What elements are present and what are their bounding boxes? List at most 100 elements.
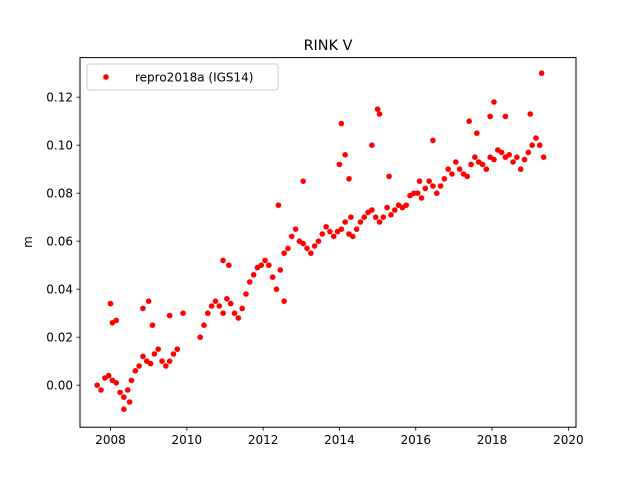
data-point xyxy=(281,250,287,256)
data-point xyxy=(145,298,152,305)
data-point xyxy=(246,279,253,285)
data-point xyxy=(216,303,223,309)
y-tick-label: 0.04 xyxy=(46,283,73,297)
data-point xyxy=(540,154,547,160)
data-point xyxy=(235,315,242,321)
data-point xyxy=(201,322,207,329)
data-point xyxy=(388,212,394,218)
data-point xyxy=(456,166,463,172)
data-point xyxy=(250,272,257,278)
data-point xyxy=(491,156,497,163)
x-tick-label: 2020 xyxy=(553,433,584,447)
data-point xyxy=(510,159,516,165)
data-point xyxy=(212,298,219,305)
data-point xyxy=(224,296,230,302)
data-point xyxy=(121,406,127,413)
data-point xyxy=(384,204,390,211)
data-point xyxy=(449,171,455,177)
data-point xyxy=(348,214,354,220)
x-tick-label: 2016 xyxy=(400,433,431,447)
data-point xyxy=(94,382,100,389)
data-point xyxy=(430,183,436,189)
data-point xyxy=(474,130,480,136)
data-point xyxy=(342,219,348,225)
data-point xyxy=(220,310,226,317)
data-point xyxy=(174,346,181,353)
data-point xyxy=(502,113,509,120)
data-point xyxy=(140,305,146,312)
data-point xyxy=(147,360,154,367)
data-point xyxy=(231,310,238,317)
y-tick-label: 0.08 xyxy=(46,187,73,201)
data-point xyxy=(288,233,295,240)
data-point xyxy=(266,262,272,269)
data-point xyxy=(273,286,280,293)
legend-marker xyxy=(103,74,109,80)
data-point xyxy=(414,190,421,196)
data-point xyxy=(292,226,299,232)
data-point xyxy=(350,233,356,240)
data-point xyxy=(304,245,310,252)
data-point xyxy=(166,358,173,365)
data-point xyxy=(338,120,345,127)
data-point xyxy=(418,195,425,201)
data-point xyxy=(126,399,133,405)
data-point xyxy=(433,190,440,196)
data-point xyxy=(441,176,448,182)
data-point xyxy=(315,238,322,244)
data-point xyxy=(374,106,381,112)
data-point xyxy=(262,257,268,264)
data-point xyxy=(521,156,528,163)
data-point xyxy=(239,305,245,312)
y-tick-label: 0.02 xyxy=(46,331,73,345)
data-point xyxy=(136,363,142,369)
data-point xyxy=(342,152,348,158)
data-point xyxy=(269,274,276,281)
data-point xyxy=(205,310,211,317)
data-point xyxy=(330,233,337,240)
data-point xyxy=(533,135,539,141)
data-point xyxy=(197,334,203,341)
data-point xyxy=(357,219,364,225)
chart-title: RINK V xyxy=(304,38,353,54)
data-point xyxy=(124,387,131,393)
data-point xyxy=(529,142,535,148)
data-point xyxy=(180,310,186,317)
data-point xyxy=(121,394,127,401)
data-point xyxy=(275,202,282,208)
y-tick-label: 0.10 xyxy=(46,139,73,153)
data-point xyxy=(327,228,333,235)
data-point xyxy=(525,149,532,156)
data-point xyxy=(128,377,135,384)
data-point xyxy=(376,219,383,225)
data-point xyxy=(391,207,398,213)
data-point xyxy=(227,300,234,307)
data-point xyxy=(308,250,314,256)
data-point xyxy=(466,118,472,124)
data-point xyxy=(346,176,352,182)
data-point xyxy=(422,185,429,192)
axis-ticks-layer: 2008 2010 2012 2014 2016 2018 2020 0.00 0.02 0.04… xyxy=(46,91,583,448)
data-point xyxy=(376,111,383,117)
data-point xyxy=(258,262,265,269)
data-point xyxy=(300,178,307,184)
data-point xyxy=(472,154,478,160)
y-tick-label: 0.00 xyxy=(46,379,73,393)
data-point xyxy=(468,161,474,168)
data-point xyxy=(538,70,545,76)
data-point xyxy=(319,231,326,237)
data-point xyxy=(506,152,513,158)
data-point xyxy=(453,159,459,165)
data-point xyxy=(107,300,114,307)
data-point xyxy=(464,173,471,180)
data-point xyxy=(98,387,104,393)
data-point xyxy=(426,178,432,184)
legend-frame xyxy=(86,63,279,91)
data-point xyxy=(369,142,375,148)
data-point xyxy=(380,214,387,220)
data-point xyxy=(113,317,120,324)
data-point xyxy=(338,226,345,232)
data-point xyxy=(353,226,360,232)
x-tick-label: 2008 xyxy=(95,433,126,447)
